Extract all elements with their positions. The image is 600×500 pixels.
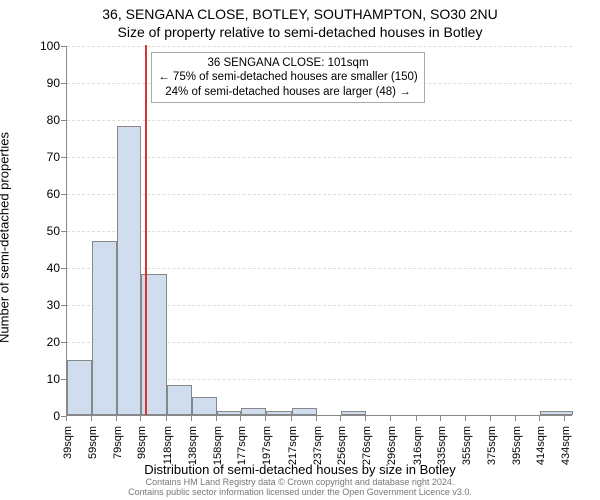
x-tick-mark	[365, 416, 366, 421]
histogram-bar	[217, 411, 241, 415]
y-tick-label: 20	[30, 335, 60, 349]
x-tick-mark	[416, 416, 417, 421]
x-tick-mark	[240, 416, 241, 421]
x-tick-mark	[490, 416, 491, 421]
x-tick-mark	[166, 416, 167, 421]
y-tick-mark	[61, 268, 66, 269]
gridline	[67, 194, 572, 195]
x-tick-mark	[465, 416, 466, 421]
y-tick-label: 70	[30, 150, 60, 164]
annotation-line-2: ← 75% of semi-detached houses are smalle…	[158, 70, 418, 84]
x-tick-mark	[265, 416, 266, 421]
x-tick-mark	[340, 416, 341, 421]
histogram-bar	[167, 385, 192, 415]
y-tick-mark	[61, 46, 66, 47]
y-tick-label: 30	[30, 298, 60, 312]
x-tick-mark	[291, 416, 292, 421]
y-tick-mark	[61, 305, 66, 306]
x-tick-mark	[539, 416, 540, 421]
x-axis-label: Distribution of semi-detached houses by …	[0, 462, 600, 477]
histogram-bar	[92, 241, 117, 415]
title-line-1: 36, SENGANA CLOSE, BOTLEY, SOUTHAMPTON, …	[0, 6, 600, 22]
gridline	[67, 120, 572, 121]
y-tick-mark	[61, 379, 66, 380]
y-tick-mark	[61, 157, 66, 158]
y-tick-label: 90	[30, 76, 60, 90]
gridline	[67, 231, 572, 232]
reference-line	[145, 45, 147, 415]
x-tick-mark	[564, 416, 565, 421]
y-tick-label: 100	[30, 39, 60, 53]
gridline	[67, 157, 572, 158]
histogram-bar	[540, 411, 573, 415]
x-tick-mark	[116, 416, 117, 421]
title-line-2: Size of property relative to semi-detach…	[0, 24, 600, 40]
histogram-bar	[67, 360, 92, 416]
x-tick-mark	[191, 416, 192, 421]
footer-attribution: Contains HM Land Registry data © Crown c…	[0, 478, 600, 498]
y-tick-mark	[61, 231, 66, 232]
y-tick-label: 60	[30, 187, 60, 201]
x-tick-mark	[440, 416, 441, 421]
y-tick-label: 0	[30, 409, 60, 423]
annotation-line-3: 24% of semi-detached houses are larger (…	[158, 85, 418, 99]
plot-area: 36 SENGANA CLOSE: 101sqm← 75% of semi-de…	[66, 46, 572, 416]
x-tick-mark	[216, 416, 217, 421]
x-tick-mark	[66, 416, 67, 421]
histogram-bar	[341, 411, 366, 415]
histogram-bar	[192, 397, 217, 416]
y-tick-mark	[61, 83, 66, 84]
y-tick-mark	[61, 120, 66, 121]
histogram-bar	[292, 408, 317, 415]
y-tick-mark	[61, 194, 66, 195]
gridline	[67, 268, 572, 269]
footer-line-2: Contains public sector information licen…	[0, 488, 600, 498]
y-tick-label: 40	[30, 261, 60, 275]
annotation-line-1: 36 SENGANA CLOSE: 101sqm	[158, 56, 418, 70]
annotation-box: 36 SENGANA CLOSE: 101sqm← 75% of semi-de…	[151, 52, 425, 103]
histogram-bar	[266, 411, 291, 415]
y-axis-label: Number of semi-detached properties	[0, 132, 12, 343]
x-tick-mark	[140, 416, 141, 421]
gridline	[67, 46, 572, 47]
y-tick-label: 50	[30, 224, 60, 238]
y-tick-label: 10	[30, 372, 60, 386]
x-tick-mark	[91, 416, 92, 421]
histogram-bar	[241, 408, 266, 415]
x-tick-mark	[515, 416, 516, 421]
y-tick-label: 80	[30, 113, 60, 127]
x-tick-mark	[390, 416, 391, 421]
x-tick-mark	[316, 416, 317, 421]
y-tick-mark	[61, 342, 66, 343]
chart-container: 36, SENGANA CLOSE, BOTLEY, SOUTHAMPTON, …	[0, 0, 600, 500]
histogram-bar	[117, 126, 141, 415]
